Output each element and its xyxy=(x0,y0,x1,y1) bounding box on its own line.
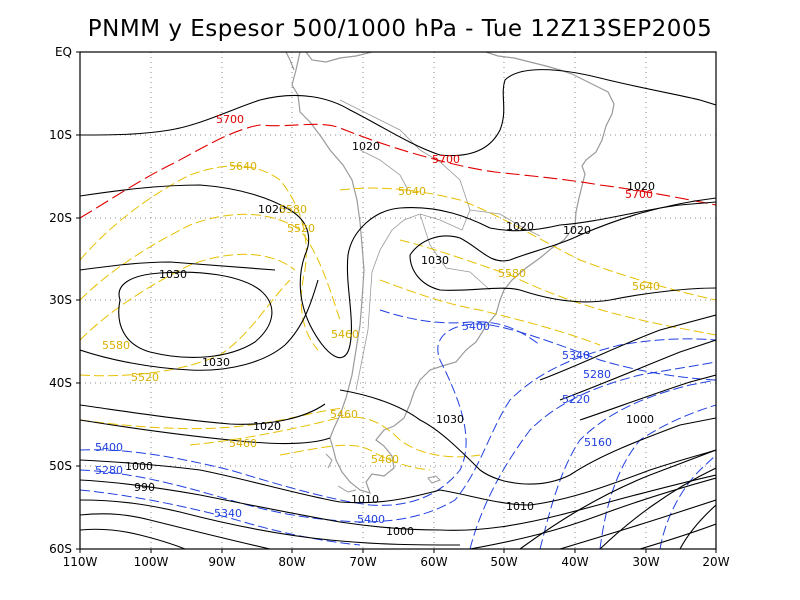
thickness-label: 5460 xyxy=(331,328,359,341)
isobar-label: 1010 xyxy=(506,500,534,513)
thickness-red-labels: 5700 5700 5700 xyxy=(216,113,653,201)
thickness-label: 5580 xyxy=(102,339,130,352)
lon-label: 30W xyxy=(632,555,659,569)
thickness-label: 5580 xyxy=(498,267,526,280)
isobar-label: 1020 xyxy=(506,220,534,233)
south-america-coastline xyxy=(291,52,615,494)
isobar-label: 1020 xyxy=(627,180,655,193)
thickness-5700-red xyxy=(80,123,716,219)
thickness-label: 5580 xyxy=(279,203,307,216)
lon-label: 90W xyxy=(208,555,235,569)
thickness-yellow xyxy=(80,165,716,471)
lon-label: 110W xyxy=(63,555,98,569)
thickness-label: 5520 xyxy=(131,371,159,384)
thickness-label: 5700 xyxy=(216,113,244,126)
thickness-yellow-labels: 5640 5580 5520 5640 5580 5640 5580 5520 … xyxy=(102,160,660,466)
lon-label: 20W xyxy=(702,555,729,569)
falkland-islands xyxy=(427,475,441,484)
thickness-label: 5400 xyxy=(357,513,385,526)
lat-label: EQ xyxy=(55,45,72,59)
tick-marks xyxy=(76,51,717,553)
isobar-labels: 1020 1020 1020 1020 1030 1030 1030 1020 … xyxy=(125,140,655,538)
thickness-label: 5340 xyxy=(562,349,590,362)
isobars xyxy=(80,69,716,549)
patagonia-islands xyxy=(325,453,357,493)
central-america-coast xyxy=(285,52,373,71)
isobar-label: 1000 xyxy=(626,413,654,426)
isobar-label: 1030 xyxy=(436,413,464,426)
isobar-label: 1020 xyxy=(563,224,591,237)
thickness-label: 5340 xyxy=(214,507,242,520)
lon-label: 50W xyxy=(490,555,517,569)
isobar-label: 1020 xyxy=(253,420,281,433)
lat-label: 30S xyxy=(49,293,72,307)
thickness-label: 5160 xyxy=(584,436,612,449)
lon-label: 40W xyxy=(561,555,588,569)
isobar-label: 1010 xyxy=(351,493,379,506)
thickness-blue-labels: 5400 5340 5280 5220 5160 5400 5280 5340 … xyxy=(95,320,612,526)
isobar-label: 1020 xyxy=(258,203,286,216)
thickness-label: 5400 xyxy=(95,441,123,454)
graticule xyxy=(80,52,716,549)
lat-label: 50S xyxy=(49,459,72,473)
thickness-label: 5700 xyxy=(432,153,460,166)
country-borders xyxy=(339,99,541,391)
lat-label: 40S xyxy=(49,376,72,390)
lat-label: 20S xyxy=(49,211,72,225)
isobar-label: 1030 xyxy=(202,356,230,369)
thickness-label: 5220 xyxy=(562,393,590,406)
isobar-label: 1000 xyxy=(125,460,153,473)
thickness-label: 5520 xyxy=(287,222,315,235)
lat-axis-labels: EQ 10S 20S 30S 40S 50S 60S xyxy=(49,45,72,556)
thickness-label: 5700 xyxy=(625,188,653,201)
thickness-label: 5640 xyxy=(229,160,257,173)
isobar-label: 990 xyxy=(134,481,155,494)
lon-label: 80W xyxy=(278,555,305,569)
lon-axis-labels: 110W 100W 90W 80W 70W 60W 50W 40W 30W 20… xyxy=(63,555,730,569)
map-title: PNMM y Espesor 500/1000 hPa - Tue 12Z13S… xyxy=(87,16,713,42)
thickness-label: 5280 xyxy=(95,464,123,477)
lat-label: 10S xyxy=(49,128,72,142)
isobar-label: 1020 xyxy=(352,140,380,153)
thickness-label: 5460 xyxy=(229,437,257,450)
isobar-label: 1000 xyxy=(386,525,414,538)
lon-label: 100W xyxy=(134,555,169,569)
thickness-label: 5460 xyxy=(330,408,358,421)
lon-label: 60W xyxy=(420,555,447,569)
thickness-label: 5400 xyxy=(462,320,490,333)
thickness-label: 5640 xyxy=(632,280,660,293)
lat-label: 60S xyxy=(49,542,72,556)
thickness-label: 5640 xyxy=(398,185,426,198)
isobar-label: 1030 xyxy=(421,254,449,267)
thickness-label: 5280 xyxy=(583,368,611,381)
lon-label: 70W xyxy=(349,555,376,569)
isobar-label: 1030 xyxy=(159,268,187,281)
thickness-label: 5460 xyxy=(371,453,399,466)
